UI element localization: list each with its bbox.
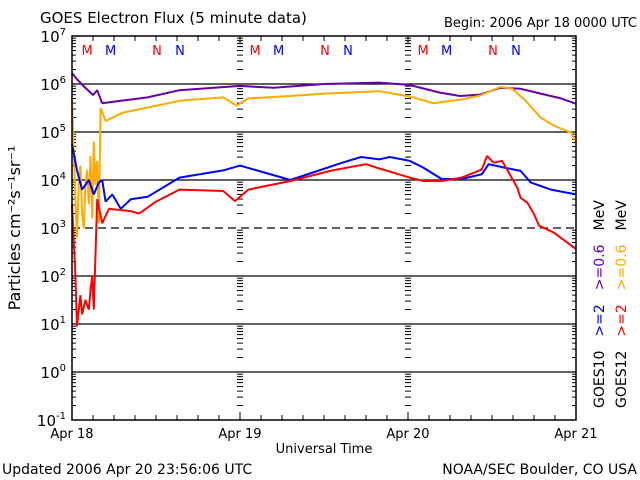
y-tick-label: 103: [41, 219, 66, 238]
event-marker-N: N: [175, 44, 185, 59]
y-tick-exponent: 4: [60, 171, 66, 182]
event-marker-N: N: [343, 44, 353, 59]
y-tick-label: 107: [41, 27, 66, 46]
x-axis-label: Universal Time: [276, 442, 373, 457]
event-marker-N: N: [152, 44, 162, 59]
event-marker-M: M: [441, 44, 452, 59]
y-tick-base: 10: [41, 124, 60, 142]
event-marker-N: N: [488, 44, 498, 59]
legend-unit: MeV: [614, 200, 630, 231]
x-tick-label: Apr 19: [218, 427, 261, 442]
legend-item: >=2: [614, 304, 630, 336]
legend-item: >=0.6: [614, 244, 630, 290]
series-line-goes12-0-6-mev: [71, 85, 577, 238]
y-tick-label: 104: [41, 171, 66, 190]
y-tick-base: 10: [41, 76, 60, 94]
credit-label: NOAA/SEC Boulder, CO USA: [442, 462, 637, 478]
y-tick-label: 10-1: [37, 411, 66, 430]
y-tick-base: 10: [41, 172, 60, 190]
event-marker-M: M: [418, 44, 429, 59]
legend-item: >=2: [592, 304, 608, 336]
series-lines: [71, 72, 577, 327]
begin-label: Begin: 2006 Apr 18 0000 UTC: [444, 16, 637, 31]
legend-unit: MeV: [592, 200, 608, 231]
chart-title: GOES Electron Flux (5 minute data): [40, 9, 307, 27]
x-tick-label: Apr 18: [50, 427, 93, 442]
y-tick-exponent: 2: [60, 267, 66, 278]
y-tick-label: 106: [41, 75, 66, 94]
y-tick-exponent: 1: [60, 315, 66, 326]
plot-frame: [71, 35, 577, 421]
y-tick-exponent: 0: [60, 363, 66, 374]
legend-column: GOES10 >=2 >=0.6 MeV: [592, 200, 608, 408]
x-tick-labels: Apr 18 Apr 19 Apr 20 Apr 21: [50, 427, 597, 442]
y-axis-label: Particles cm⁻²s⁻¹sr⁻¹: [5, 146, 24, 311]
event-marker-N: N: [511, 44, 521, 59]
y-tick-base: 10: [37, 412, 56, 430]
y-tick-base: 10: [41, 28, 60, 46]
y-tick-base: 10: [41, 268, 60, 286]
event-marker-M: M: [82, 44, 93, 59]
x-tick-label: Apr 21: [554, 427, 597, 442]
y-tick-exponent: -1: [56, 411, 66, 422]
updated-timestamp: Updated 2006 Apr 20 23:56:06 UTC: [2, 462, 252, 478]
legend: GOES10 >=2 >=0.6 MeV GOES12 >=2 >=0.6 MeV: [592, 200, 630, 408]
event-marker-M: M: [250, 44, 261, 59]
series-line-goes10-0-6-mev: [71, 72, 577, 105]
gridlines: [72, 83, 576, 373]
y-tick-exponent: 6: [60, 75, 66, 86]
event-marker-N: N: [320, 44, 330, 59]
y-tick-exponent: 5: [60, 123, 66, 134]
event-marker-M: M: [105, 44, 116, 59]
y-tick-label: 101: [41, 315, 66, 334]
legend-column: GOES12 >=2 >=0.6 MeV: [614, 200, 630, 408]
x-tick-label: Apr 20: [386, 427, 429, 442]
y-tick-label: 102: [41, 267, 66, 286]
event-marker-M: M: [273, 44, 284, 59]
y-tick-base: 10: [41, 316, 60, 334]
y-tick-base: 10: [41, 364, 60, 382]
y-tick-base: 10: [41, 220, 60, 238]
y-tick-exponent: 7: [60, 27, 66, 38]
series-line-goes12-2-mev: [71, 155, 577, 327]
legend-item: >=0.6: [592, 244, 608, 290]
y-tick-label: 100: [41, 363, 66, 382]
legend-satellite: GOES10: [592, 351, 608, 408]
legend-satellite: GOES12: [614, 351, 630, 408]
series-line-goes10-2-mev: [71, 143, 577, 210]
y-tick-exponent: 3: [60, 219, 66, 230]
y-tick-label: 105: [41, 123, 66, 142]
